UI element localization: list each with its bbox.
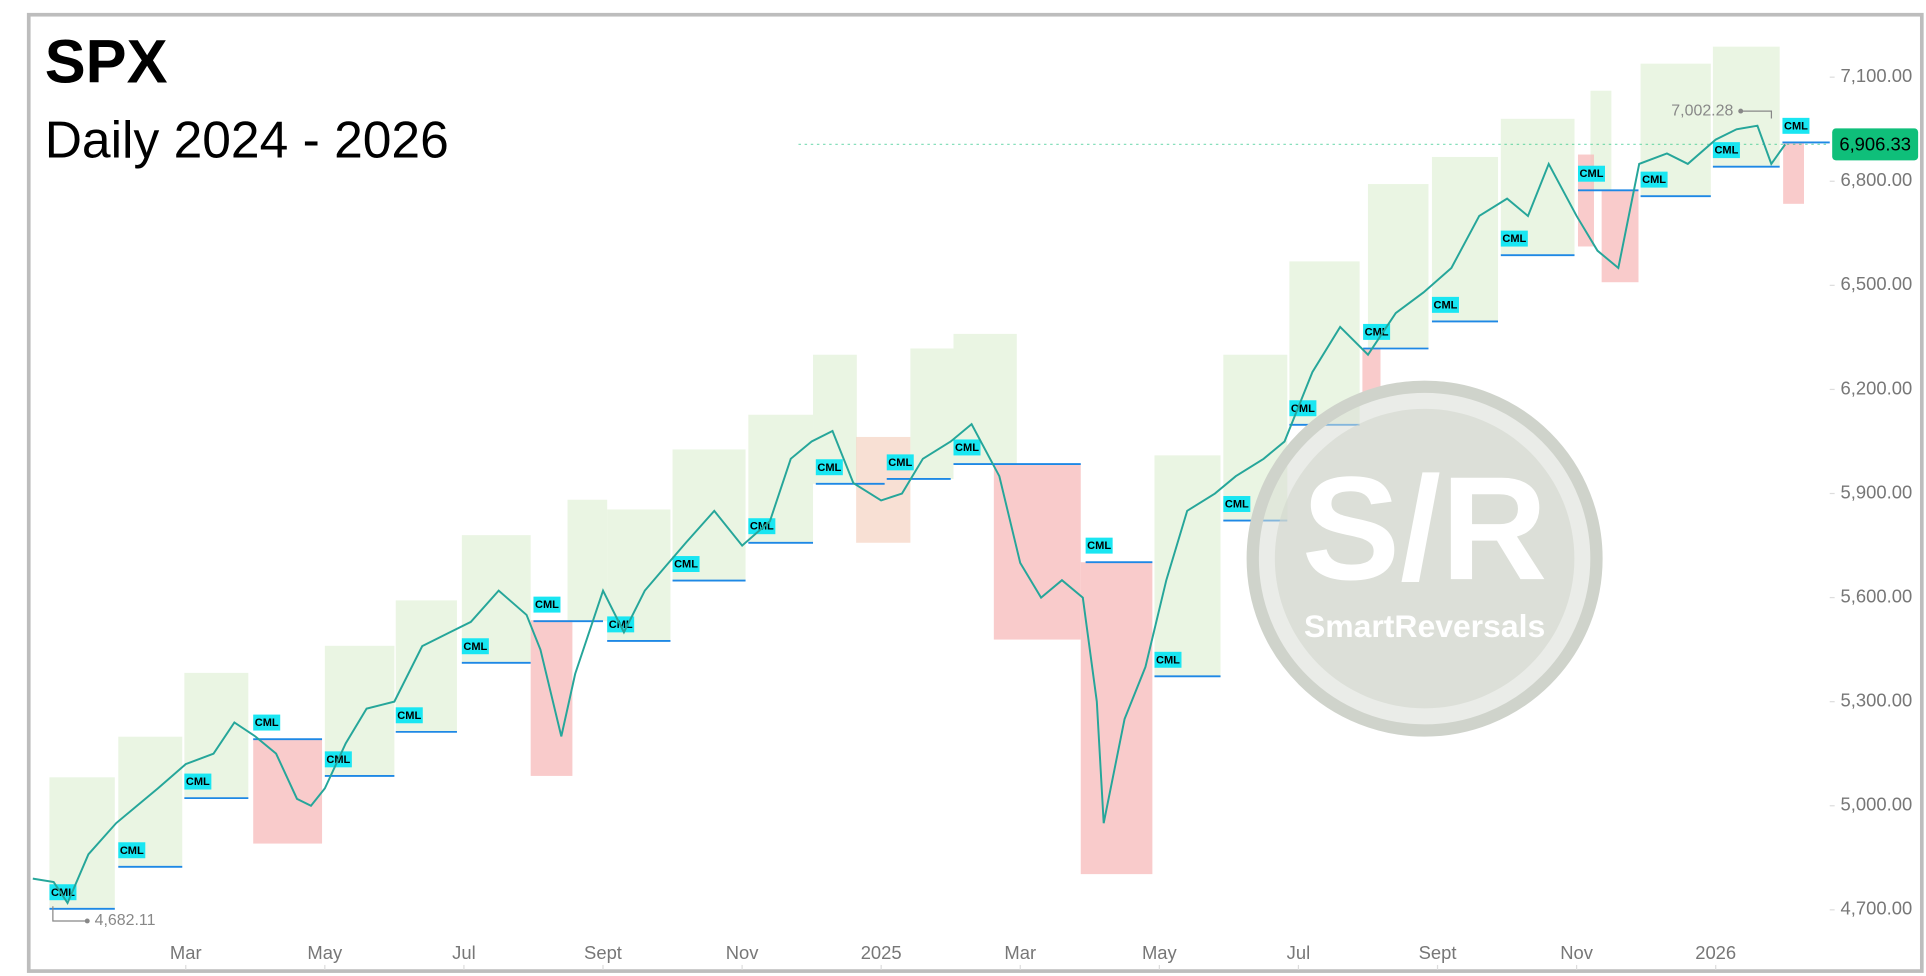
y-tick-label: 7,100.00 [1841, 65, 1913, 86]
zone [567, 499, 608, 622]
zone [1431, 156, 1499, 322]
y-tick-label: 5,600.00 [1841, 585, 1913, 606]
watermark-brand: SmartReversals [1304, 608, 1545, 644]
cml-label: CML [1365, 326, 1389, 338]
cml-badge [1640, 171, 1668, 188]
low-connector [52, 906, 88, 922]
cml-badge [184, 773, 212, 790]
x-tick-label: Jul [452, 942, 476, 963]
zone [1289, 261, 1360, 425]
y-tick-label: 4,700.00 [1841, 898, 1913, 919]
high-label: 7,002.28 [1671, 102, 1733, 119]
cml-badge [1223, 496, 1251, 512]
cml-badge [118, 842, 146, 859]
cml-label: CML [255, 717, 279, 729]
cml-badge [953, 439, 981, 456]
zone [993, 464, 1081, 640]
cml-label: CML [535, 599, 559, 611]
cml-badge [1500, 230, 1528, 247]
zone [910, 348, 954, 479]
zone [1362, 348, 1381, 397]
cml-label: CML [1714, 145, 1738, 157]
low-label: 4,682.11 [95, 912, 156, 929]
cml-badge [1431, 296, 1459, 313]
cml-label: CML [1291, 403, 1315, 415]
x-tick-label: Jul [1287, 942, 1311, 963]
y-tick-label: 6,200.00 [1841, 377, 1913, 398]
cml-label: CML [1225, 499, 1249, 511]
cml-label: CML [1087, 540, 1111, 552]
cml-label: CML [186, 776, 210, 788]
cml-badge [1712, 142, 1740, 159]
cml-label: CML [1784, 120, 1808, 132]
cml-label: CML [674, 559, 698, 571]
watermark: S/R SmartReversals [1246, 380, 1603, 737]
x-tick-label: Mar [1004, 942, 1036, 963]
chart-title: SPX [45, 28, 168, 97]
last-price-label: 6,906.33 [1839, 133, 1911, 154]
cml-badge [1085, 537, 1113, 554]
y-tick-label: 5,300.00 [1841, 690, 1913, 711]
cml-badge [1363, 323, 1391, 340]
cml-badge [672, 556, 700, 572]
cml-badge [886, 454, 914, 471]
y-tick-label: 6,500.00 [1841, 273, 1913, 294]
cml-label: CML [750, 521, 774, 533]
cml-label: CML [1580, 168, 1604, 180]
cml-badge [253, 714, 281, 731]
cml-badge [395, 707, 423, 724]
cml-badge [461, 638, 489, 655]
cml-label: CML [955, 442, 979, 454]
cml-label: CML [1156, 654, 1180, 666]
cml-badge [533, 596, 561, 613]
chart-subtitle: Daily 2024 - 2026 [45, 110, 449, 168]
cml-label: CML [1434, 299, 1458, 311]
zone [253, 739, 323, 844]
cml-label: CML [1642, 174, 1666, 186]
cml-badge [1782, 117, 1810, 134]
zone [1783, 142, 1805, 204]
zone [1601, 190, 1639, 283]
x-tick-label: Sept [1419, 942, 1457, 963]
x-tick-label: May [1142, 942, 1178, 963]
x-tick-label: Sept [584, 942, 622, 963]
y-tick-label: 5,000.00 [1841, 794, 1913, 815]
high-connector [1740, 110, 1773, 119]
x-tick-label: May [307, 942, 343, 963]
zone [1080, 562, 1153, 875]
cml-badge [815, 459, 843, 476]
x-tick-label: 2025 [861, 942, 902, 963]
cml-badge [1154, 651, 1182, 668]
cml-label: CML [397, 710, 421, 722]
zone [1154, 455, 1221, 677]
zone [1367, 184, 1429, 349]
watermark-logo: S/R [1302, 447, 1548, 611]
y-tick-label: 6,800.00 [1841, 169, 1913, 190]
x-tick-label: Nov [1560, 942, 1594, 963]
cml-label: CML [1502, 233, 1526, 245]
zone [1590, 90, 1612, 191]
cml-badge [1577, 165, 1606, 182]
cml-label: CML [120, 845, 144, 857]
last-price-badge [1832, 128, 1919, 161]
cml-label: CML [888, 457, 912, 469]
x-tick-label: Nov [726, 942, 760, 963]
watermark-disc [1274, 408, 1575, 709]
x-tick-label: Mar [170, 942, 202, 963]
cml-label: CML [51, 887, 75, 899]
price-line [32, 124, 1786, 906]
low-marker [84, 918, 90, 924]
y-tick-label: 5,900.00 [1841, 481, 1913, 502]
x-tick-label: 2026 [1695, 942, 1736, 963]
cml-label: CML [463, 641, 487, 653]
cml-label: CML [817, 462, 841, 474]
